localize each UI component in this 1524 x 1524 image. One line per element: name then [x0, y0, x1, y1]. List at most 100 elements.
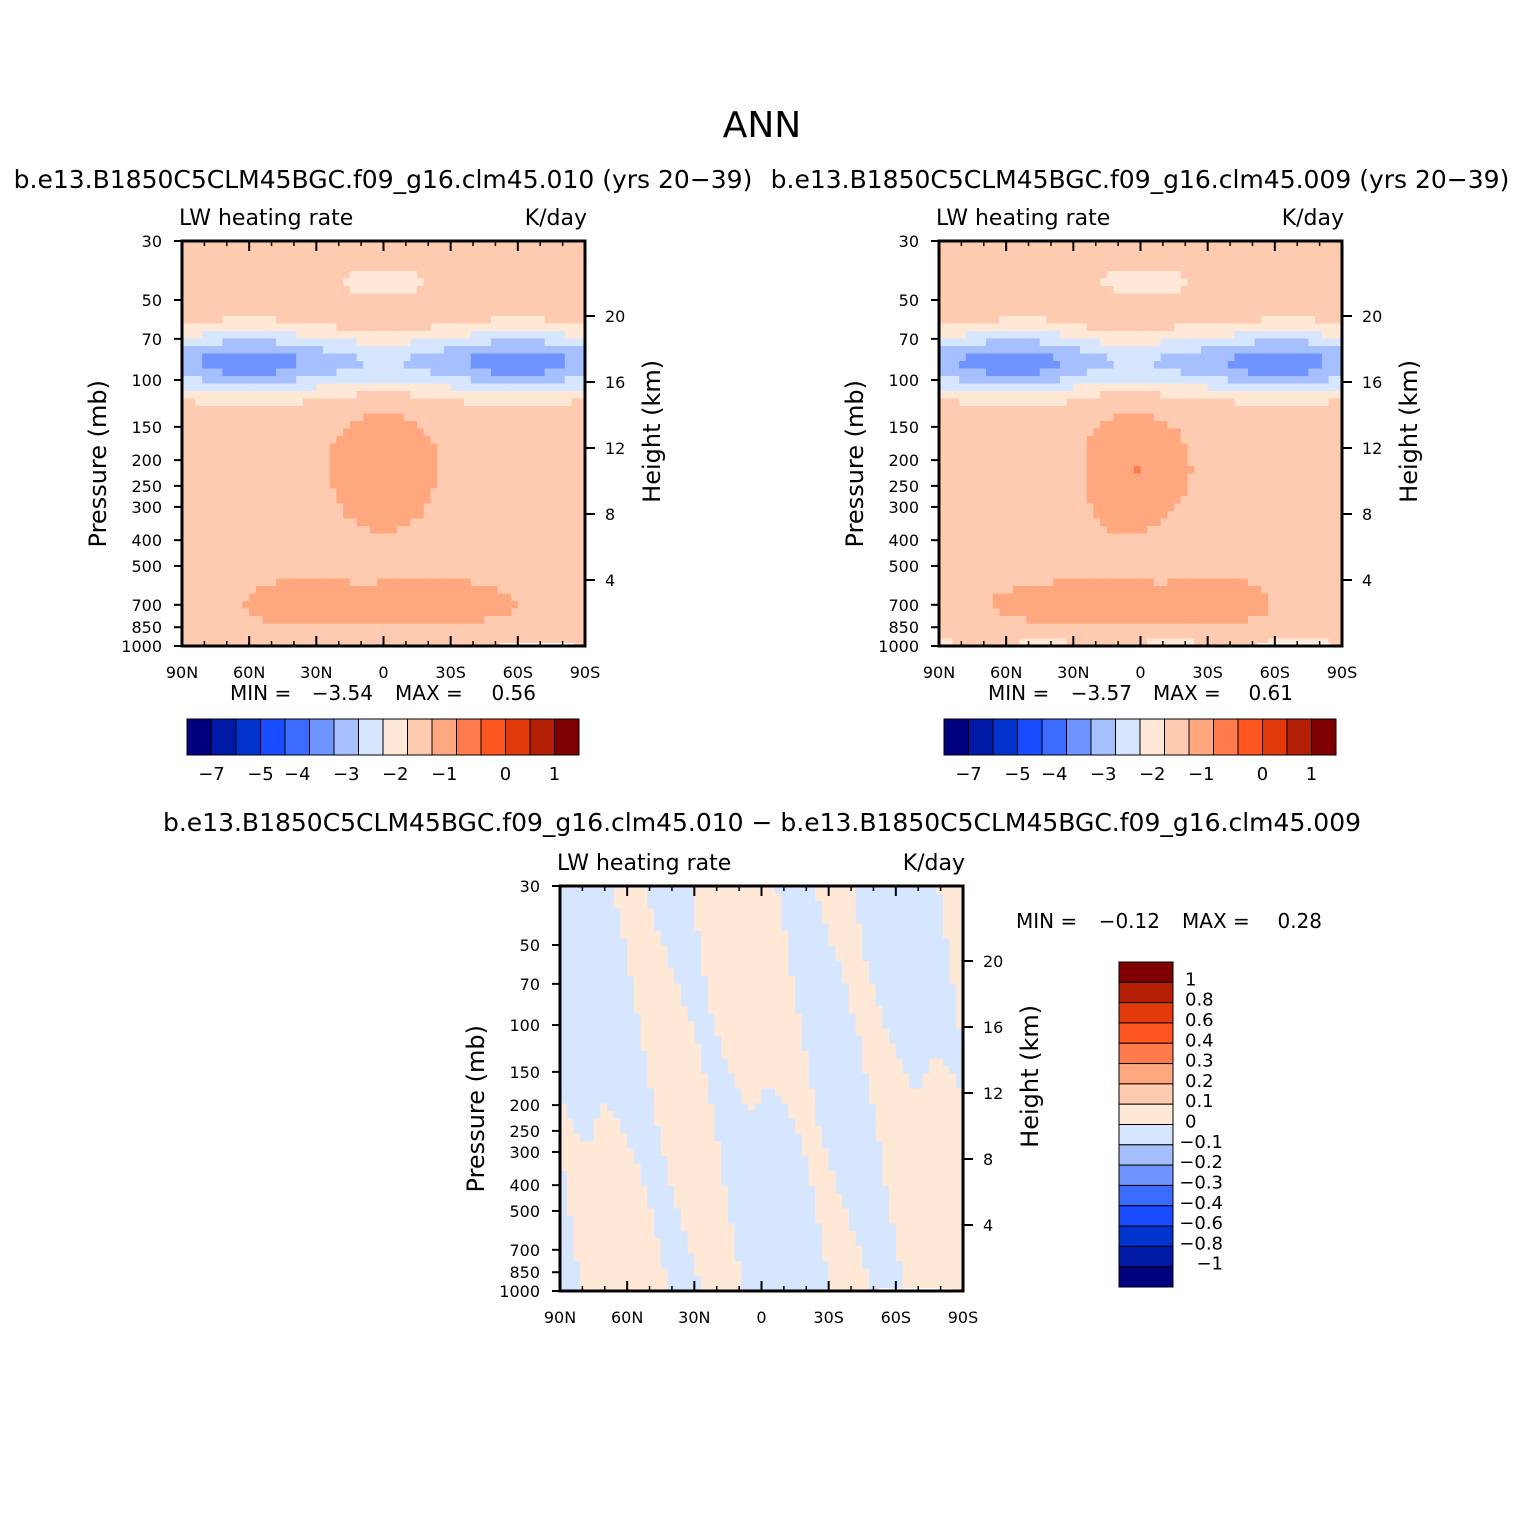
field-cell: [484, 571, 492, 580]
field-cell: [564, 436, 573, 445]
field-cell: [511, 601, 519, 610]
field-cell: [376, 601, 385, 610]
field-cell: [1053, 413, 1061, 422]
field-cell: [423, 623, 432, 632]
field-cell: [1133, 241, 1142, 250]
field-cell: [484, 376, 492, 385]
field-cell: [1093, 601, 1101, 610]
field-cell: [235, 413, 244, 422]
field-cell: [356, 586, 364, 595]
field-cell: [578, 533, 586, 542]
field-cell: [1046, 631, 1054, 640]
field-cell: [457, 466, 465, 475]
field-cell: [992, 601, 1001, 610]
field-cell: [349, 271, 358, 280]
field-cell: [443, 623, 452, 632]
field-cell: [544, 563, 553, 572]
field-cell: [1080, 398, 1088, 407]
field-cell: [383, 338, 391, 347]
field-cell: [504, 376, 512, 385]
field-cell: [195, 338, 203, 347]
field-cell: [235, 533, 244, 542]
field-cell: [450, 421, 458, 430]
field-cell: [1046, 608, 1054, 617]
field-cell: [517, 413, 526, 422]
field-cell: [182, 503, 190, 512]
field-cell: [1113, 608, 1121, 617]
field-cell: [1127, 391, 1135, 400]
field-cell: [537, 413, 546, 422]
field-cell: [296, 323, 304, 332]
field-cell: [249, 638, 257, 647]
field-cell: [208, 308, 217, 317]
field-cell: [410, 241, 418, 250]
field-cell: [578, 601, 586, 610]
field-cell: [296, 256, 304, 265]
field-cell: [992, 301, 1001, 310]
field-cell: [1053, 458, 1061, 467]
field-cell: [979, 376, 987, 385]
field-cell: [282, 323, 291, 332]
field-cell: [208, 413, 217, 422]
field-cell: [249, 631, 257, 640]
field-cell: [222, 316, 230, 325]
field-cell: [1106, 488, 1115, 497]
field-cell: [383, 248, 391, 257]
field-cell: [269, 436, 277, 445]
field-cell: [1059, 541, 1068, 550]
field-cell: [1046, 563, 1054, 572]
field-cell: [309, 383, 317, 392]
field-cell: [182, 488, 190, 497]
field-cell: [417, 466, 425, 475]
field-cell: [1113, 631, 1121, 640]
field-cell: [1093, 323, 1101, 332]
field-cell: [972, 331, 980, 340]
field-cell: [1120, 241, 1128, 250]
field-cell: [1120, 533, 1128, 542]
field-cell: [182, 308, 190, 317]
field-cell: [329, 496, 338, 505]
field-cell: [188, 601, 197, 610]
field-cell: [282, 526, 291, 535]
panel1: b.e13.B1850C5CLM45BGC.f09_g16.clm45.010 …: [14, 165, 753, 785]
colorbar-label: 0: [500, 764, 511, 785]
field-cell: [952, 458, 960, 467]
field-cell: [343, 458, 351, 467]
field-cell: [336, 256, 344, 265]
field-cell: [235, 398, 244, 407]
field-cell: [423, 533, 432, 542]
field-cell: [1053, 398, 1061, 407]
field-cell: [1006, 481, 1014, 490]
field-cell: [986, 331, 994, 340]
field-cell: [262, 421, 270, 430]
field-cell: [1019, 256, 1027, 265]
field-cell: [952, 481, 960, 490]
field-cell: [249, 466, 257, 475]
field-cell: [356, 601, 364, 610]
field-cell: [309, 376, 317, 385]
field-cell: [403, 571, 411, 580]
field-cell: [1046, 466, 1054, 475]
field-cell: [952, 473, 960, 482]
field-cell: [276, 316, 284, 325]
field-cell: [450, 496, 458, 505]
field-cell: [972, 413, 980, 422]
field-cell: [558, 586, 566, 595]
field-cell: [195, 413, 203, 422]
field-cell: [376, 421, 385, 430]
field-cell: [296, 593, 304, 602]
field-cell: [282, 556, 291, 565]
field-cell: [999, 286, 1007, 295]
field-cell: [1113, 353, 1121, 362]
field-cell: [242, 563, 250, 572]
field-cell: [1140, 248, 1148, 257]
field-cell: [282, 316, 291, 325]
field-cell: [215, 376, 223, 385]
field-cell: [269, 631, 277, 640]
field-cell: [464, 428, 472, 437]
field-cell: [430, 556, 438, 565]
field-cell: [370, 286, 378, 295]
field-cell: [1086, 278, 1095, 287]
field-cell: [349, 563, 358, 572]
field-cell: [316, 413, 324, 422]
